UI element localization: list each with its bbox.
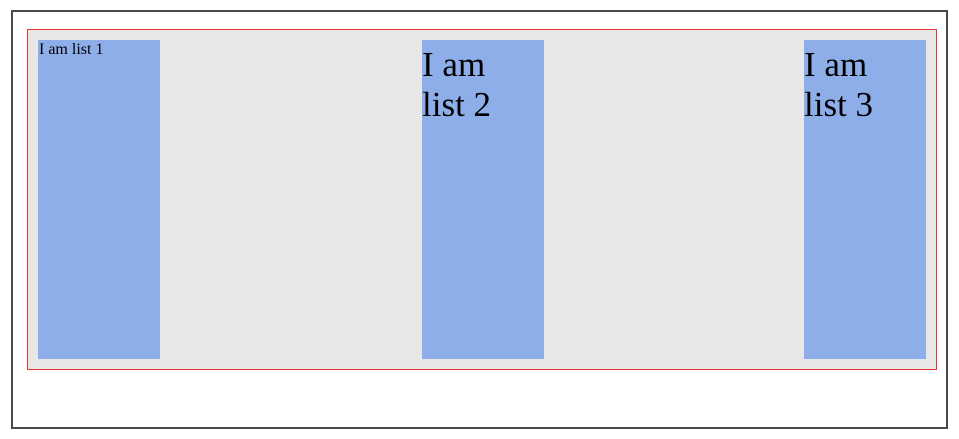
list-item-3-label: I am list 3 <box>804 45 874 124</box>
list-item-3: I am list 3 <box>804 40 926 359</box>
browser-viewport-frame: I am list 1 I am list 2 I am list 3 <box>11 10 948 429</box>
list-item-2: I am list 2 <box>422 40 544 359</box>
list-item-2-label: I am list 2 <box>422 45 492 124</box>
list-item-1-label: I am list 1 <box>39 41 104 58</box>
flex-container: I am list 1 I am list 2 I am list 3 <box>27 29 937 370</box>
list-item-1: I am list 1 <box>38 40 160 359</box>
